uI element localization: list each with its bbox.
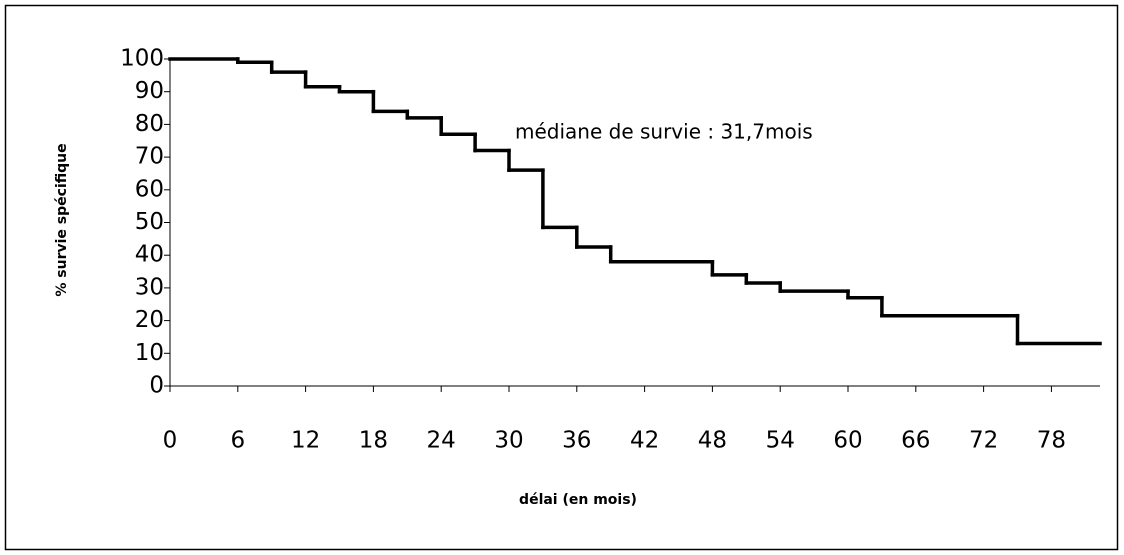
x-tick-label: 48 <box>698 428 727 454</box>
x-tick-label: 78 <box>1037 428 1066 454</box>
y-axis-label: % survie spécifique <box>54 143 70 296</box>
y-tick-label: 60 <box>135 176 164 202</box>
x-axis-label: délai (en mois) <box>519 492 637 508</box>
y-tick-label: 30 <box>135 274 164 300</box>
x-tick-label: 54 <box>766 428 795 454</box>
x-tick-label: 24 <box>427 428 456 454</box>
x-tick-label: 42 <box>630 428 659 454</box>
y-tick-label: 80 <box>135 111 164 137</box>
annotation: médiane de survie : 31,7mois <box>515 120 813 144</box>
y-tick-label: 40 <box>135 242 164 268</box>
x-tick-label: 66 <box>901 428 930 454</box>
y-tick-label: 20 <box>135 307 164 333</box>
x-tick-label: 6 <box>230 428 245 454</box>
y-tick-label: 50 <box>135 209 164 235</box>
x-tick-label: 12 <box>291 428 320 454</box>
x-tick-label: 30 <box>494 428 523 454</box>
y-tick-label: 0 <box>149 373 164 399</box>
x-tick-label: 0 <box>163 428 178 454</box>
x-tick-label: 18 <box>359 428 388 454</box>
x-tick-label: 36 <box>562 428 591 454</box>
y-tick-label: 10 <box>135 340 164 366</box>
y-tick-label: 70 <box>135 144 164 170</box>
y-tick-label: 90 <box>135 78 164 104</box>
x-tick-label: 72 <box>969 428 998 454</box>
x-tick-label: 60 <box>833 428 862 454</box>
y-tick-label: 100 <box>120 46 164 72</box>
chart-border <box>4 4 1119 551</box>
